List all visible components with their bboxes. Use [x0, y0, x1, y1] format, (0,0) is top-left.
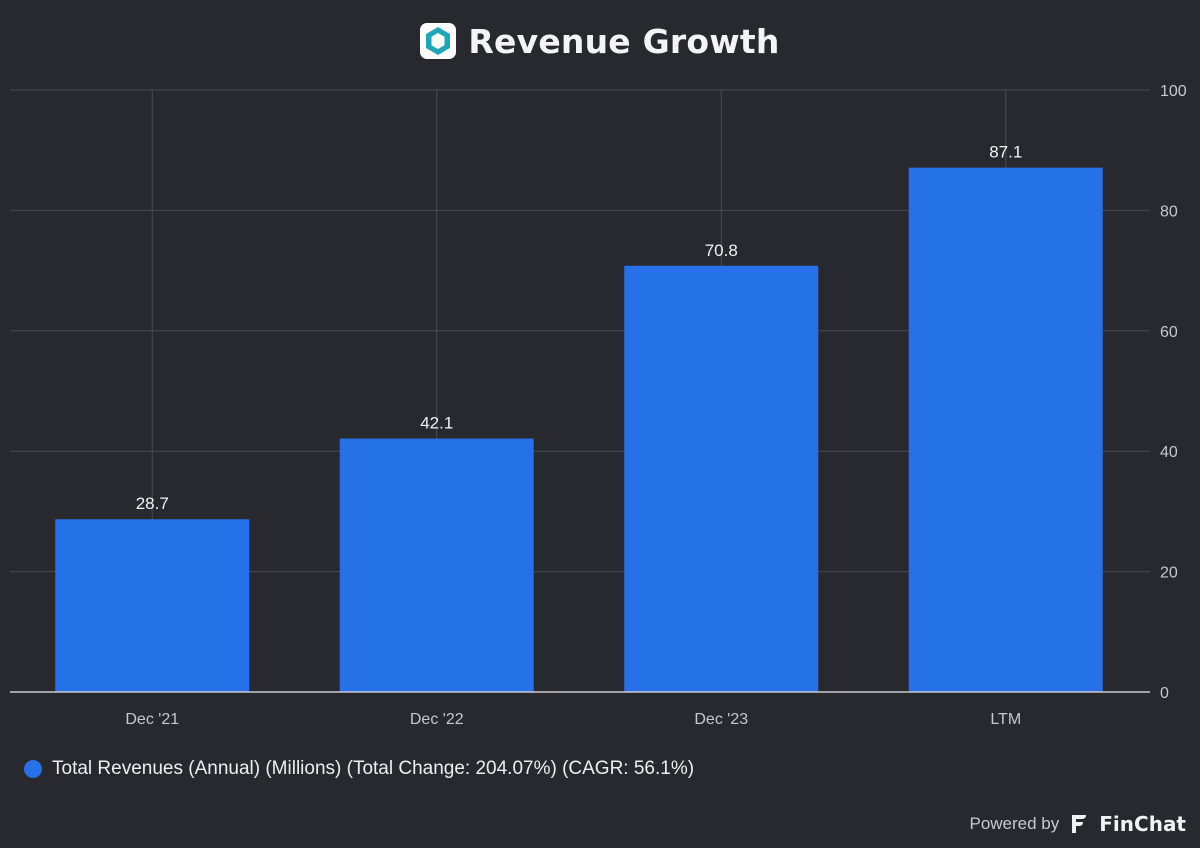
bar: [339, 438, 534, 692]
bar-value-label: 70.8: [705, 241, 738, 260]
bar-value-label: 87.1: [989, 143, 1022, 162]
value-labels: 28.7 42.1 70.8 87.1: [136, 143, 1023, 514]
powered-by-label: Powered by: [969, 814, 1060, 833]
bar-series: [55, 167, 1103, 692]
y-tick-label: 0: [1160, 685, 1169, 702]
x-tick-label: LTM: [990, 711, 1021, 728]
y-tick-label: 20: [1160, 565, 1178, 582]
bar: [55, 519, 250, 692]
y-tick-label: 60: [1160, 324, 1178, 341]
chart-legend: Total Revenues (Annual) (Millions) (Tota…: [24, 756, 694, 782]
bar-value-label: 42.1: [420, 414, 453, 433]
powered-by-footer: Powered by FinChat: [969, 810, 1186, 838]
y-tick-label: 40: [1160, 444, 1178, 461]
legend-label: Total Revenues (Annual) (Millions) (Tota…: [52, 758, 695, 779]
chart-title: Revenue Growth: [468, 21, 780, 61]
chart-title-bar: Revenue Growth: [0, 18, 1200, 64]
y-tick-label: 80: [1160, 203, 1178, 220]
x-tick-label: Dec '23: [694, 711, 748, 728]
x-tick-label: Dec '22: [410, 711, 464, 728]
x-tick-label: Dec '21: [125, 711, 179, 728]
axes: 0 20 40 60 80 100 Dec '21 Dec '22 Dec '23 LTM: [10, 83, 1187, 728]
bar: [624, 265, 819, 692]
hexagon-logo-icon: [420, 23, 457, 59]
bar-value-label: 28.7: [136, 494, 169, 513]
legend-marker-icon: [24, 760, 42, 778]
y-tick-label: 100: [1160, 83, 1187, 100]
finchat-brand: FinChat: [1099, 812, 1186, 836]
finchat-logo-icon: [1072, 815, 1087, 833]
bar: [908, 167, 1103, 692]
